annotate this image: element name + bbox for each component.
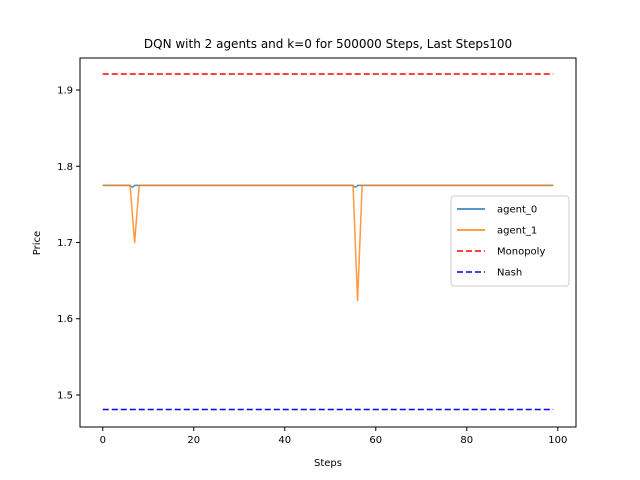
legend-label: Monopoly <box>497 247 545 258</box>
x-tick-label: 80 <box>460 435 473 446</box>
y-tick-label: 1.9 <box>57 86 73 97</box>
x-tick-label: 0 <box>100 435 106 446</box>
y-axis: 1.5 1.6 1.7 1.8 1.9 <box>57 86 80 401</box>
y-tick-label: 1.5 <box>57 390 73 401</box>
x-axis: 0 20 40 60 80 100 <box>100 427 567 446</box>
x-tick-label: 40 <box>278 435 291 446</box>
x-axis-label: Steps <box>314 458 342 469</box>
y-tick-label: 1.7 <box>57 238 73 249</box>
y-tick-label: 1.8 <box>57 162 73 173</box>
y-axis-label: Price <box>32 231 43 255</box>
x-tick-label: 20 <box>187 435 200 446</box>
legend-label: agent_1 <box>497 226 537 237</box>
legend-label: agent_0 <box>497 205 537 216</box>
series-line-agent-1 <box>102 184 554 302</box>
x-tick-label: 100 <box>548 435 567 446</box>
chart-title: DQN with 2 agents and k=0 for 500000 Ste… <box>144 37 512 51</box>
y-tick-label: 1.6 <box>57 314 73 325</box>
legend-label: Nash <box>497 268 522 279</box>
legend-frame <box>450 195 570 287</box>
x-tick-label: 60 <box>369 435 382 446</box>
legend: agent_0 agent_1 Monopoly Nash <box>450 195 570 287</box>
plot-area <box>102 73 554 411</box>
